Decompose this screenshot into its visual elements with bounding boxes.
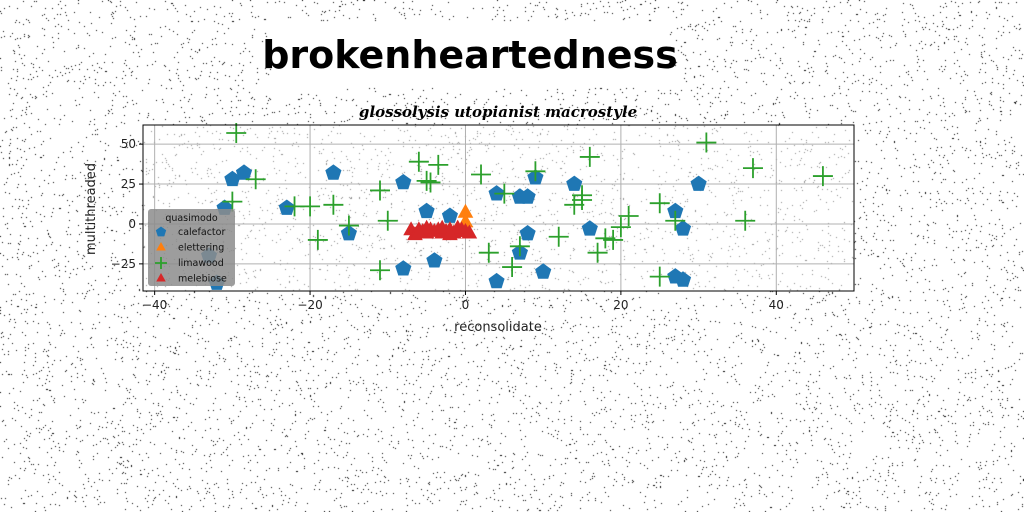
- point-calefactor: [395, 174, 412, 190]
- point-limawood: [572, 185, 593, 206]
- point-limawood: [735, 210, 756, 231]
- point-calefactor: [395, 260, 412, 276]
- legend-label-elettering: elettering: [178, 243, 224, 254]
- x-tick-label: −40: [142, 298, 167, 312]
- point-calefactor: [690, 175, 707, 191]
- y-tick-label: 25: [121, 177, 136, 191]
- legend-label-limawood: limawood: [178, 258, 224, 269]
- point-calefactor: [535, 263, 552, 279]
- point-limawood: [579, 146, 600, 167]
- point-limawood: [649, 266, 670, 287]
- legend-box: [148, 209, 235, 286]
- point-melebiose: [418, 219, 435, 234]
- x-axis-label: reconsolidate: [454, 320, 542, 335]
- legend-marker-elettering: [156, 242, 166, 251]
- point-limawood: [478, 242, 499, 263]
- point-limawood: [300, 196, 321, 217]
- y-tick-label: 50: [121, 137, 136, 151]
- point-limawood: [564, 194, 585, 215]
- point-calefactor: [675, 220, 692, 236]
- x-tick-label: 0: [462, 298, 470, 312]
- point-limawood: [323, 194, 344, 215]
- point-elettering: [457, 203, 474, 218]
- chart-subtitle: glossolysis utopianist macrostyle: [359, 103, 637, 121]
- point-calefactor: [581, 220, 598, 236]
- point-limawood: [420, 172, 441, 193]
- point-limawood: [226, 122, 247, 143]
- point-limawood: [222, 191, 243, 212]
- legend-marker-limawood: [155, 257, 167, 269]
- legend-marker-calefactor: [155, 226, 167, 237]
- point-melebiose: [434, 219, 450, 234]
- point-melebiose: [442, 226, 458, 241]
- point-limawood: [307, 229, 328, 250]
- x-tick-label: −20: [297, 298, 322, 312]
- point-calefactor: [426, 252, 443, 268]
- point-limawood: [665, 210, 686, 231]
- point-calefactor: [325, 164, 342, 180]
- point-limawood: [245, 169, 266, 190]
- point-limawood: [377, 210, 398, 231]
- point-melebiose: [411, 224, 427, 239]
- legend-title: quasimodo: [165, 213, 218, 224]
- point-limawood: [587, 242, 608, 263]
- series-limawood: [222, 122, 833, 287]
- legend-label-melebiose: melebiose: [178, 274, 227, 285]
- y-tick-label: 0: [128, 217, 136, 231]
- point-limawood: [509, 236, 530, 257]
- point-calefactor: [519, 225, 536, 241]
- point-limawood: [471, 164, 492, 185]
- point-limawood: [812, 166, 833, 187]
- x-tick-label: 40: [769, 298, 784, 312]
- point-limawood: [428, 154, 449, 175]
- legend-label-calefactor: calefactor: [178, 227, 225, 238]
- point-calefactor: [566, 175, 583, 191]
- point-calefactor: [667, 202, 684, 219]
- legend: quasimodo calefactor elettering limawood mel…: [148, 209, 235, 286]
- point-limawood: [649, 193, 670, 214]
- point-limawood: [416, 170, 437, 191]
- point-calefactor: [224, 170, 241, 187]
- point-calefactor: [488, 272, 505, 289]
- point-melebiose: [449, 219, 466, 234]
- chart-title: brokenheartedness: [262, 33, 678, 77]
- point-limawood: [595, 228, 616, 249]
- point-calefactor: [235, 164, 253, 180]
- x-tick-label: 20: [613, 298, 628, 312]
- point-calefactor: [519, 188, 536, 204]
- point-limawood: [408, 151, 429, 172]
- point-limawood: [338, 215, 359, 236]
- point-limawood: [610, 217, 631, 238]
- point-limawood: [742, 158, 763, 179]
- point-limawood: [494, 183, 515, 204]
- point-limawood: [618, 205, 639, 226]
- point-melebiose: [461, 224, 478, 239]
- point-limawood: [603, 229, 624, 250]
- point-calefactor: [418, 202, 435, 219]
- plot-frame: [142, 124, 855, 292]
- point-limawood: [696, 132, 717, 153]
- point-limawood: [370, 180, 390, 201]
- point-limawood: [502, 257, 523, 278]
- point-limawood: [548, 226, 569, 247]
- axes: −40 −20 0 20 40 −25 0 25 50: [111, 124, 855, 312]
- y-tick-label: −25: [111, 257, 136, 271]
- y-axis-label: multithreaded: [84, 163, 99, 255]
- point-limawood: [525, 161, 546, 182]
- series-melebiose: [403, 219, 478, 241]
- point-calefactor: [441, 207, 458, 223]
- legend-marker-melebiose: [156, 273, 166, 282]
- point-limawood: [370, 260, 390, 281]
- plot-area: [143, 125, 854, 291]
- point-calefactor: [675, 271, 692, 287]
- plot-background: [143, 125, 854, 291]
